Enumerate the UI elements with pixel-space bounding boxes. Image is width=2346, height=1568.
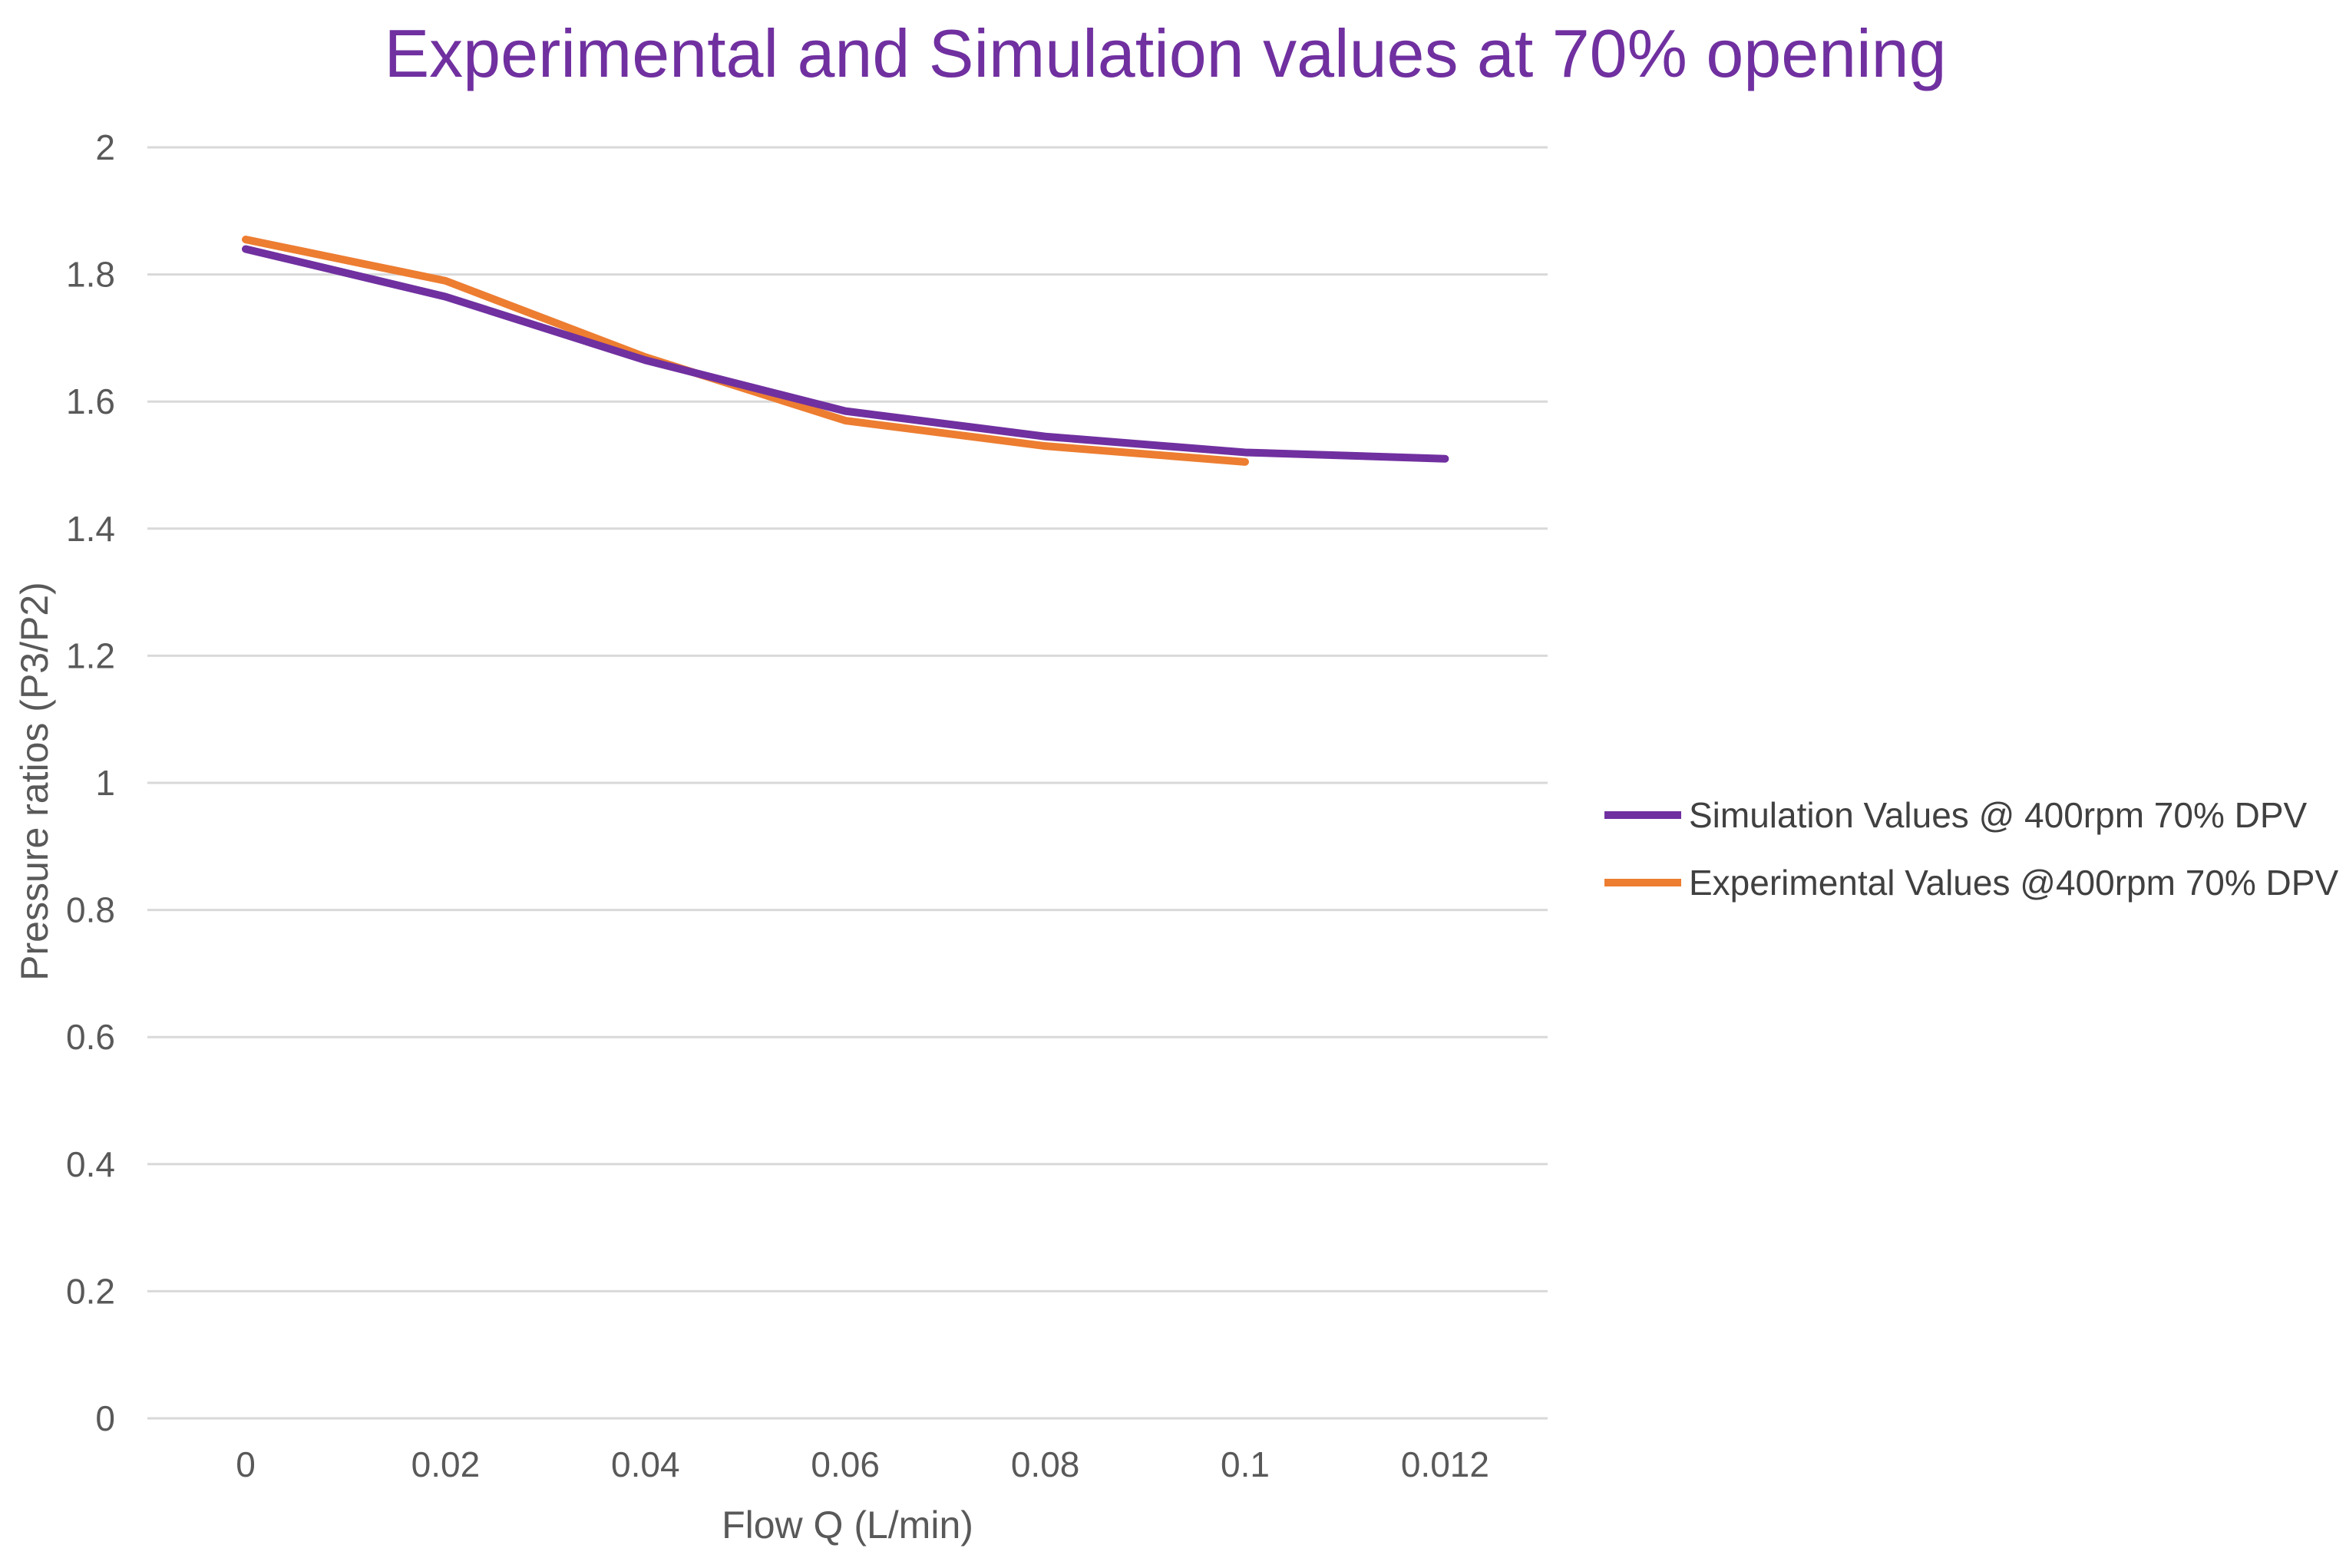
y-tick-label: 1 [95, 763, 115, 803]
y-tick-label: 2 [95, 127, 115, 167]
x-tick-label: 0.012 [1401, 1444, 1489, 1484]
x-tick-label: 0.1 [1221, 1444, 1270, 1484]
y-tick-label: 1.8 [66, 255, 115, 295]
x-tick-label: 0.02 [411, 1444, 481, 1484]
chart-title: Experimental and Simulation values at 70… [384, 15, 1946, 91]
x-axis-title: Flow Q (L/min) [722, 1504, 973, 1547]
series-lines [242, 236, 1449, 466]
legend: Simulation Values @ 400rpm 70% DPV Experi… [1604, 795, 2338, 903]
x-tick-label: 0 [236, 1444, 256, 1484]
legend-label: Simulation Values @ 400rpm 70% DPV [1689, 795, 2308, 835]
y-axis-title: Pressure ratios (P3/P2) [13, 582, 56, 981]
y-tick-label: 1.6 [66, 381, 115, 421]
y-tick-label: 0.6 [66, 1017, 115, 1057]
x-tick-label: 0.08 [1011, 1444, 1080, 1484]
x-tick-label: 0.06 [811, 1444, 880, 1484]
legend-label: Experimental Values @400rpm 70% DPV [1689, 863, 2338, 903]
y-tick-label: 0.2 [66, 1271, 115, 1311]
series-line-simulation [242, 245, 1449, 463]
x-tick-label: 0.04 [611, 1444, 680, 1484]
y-tick-label: 0.8 [66, 890, 115, 930]
y-tick-label: 1.2 [66, 635, 115, 675]
x-axis-ticks: 0 0.02 0.04 0.06 0.08 0.1 0.012 [236, 1444, 1489, 1484]
y-axis-ticks: 0 0.2 0.4 0.6 0.8 1 1.2 1.4 1.6 1.8 2 [66, 127, 115, 1438]
y-tick-label: 0 [95, 1398, 115, 1438]
gridlines [147, 146, 1548, 1420]
y-tick-label: 0.4 [66, 1144, 115, 1184]
series-line-experimental [242, 236, 1249, 466]
y-tick-label: 1.4 [66, 509, 115, 549]
